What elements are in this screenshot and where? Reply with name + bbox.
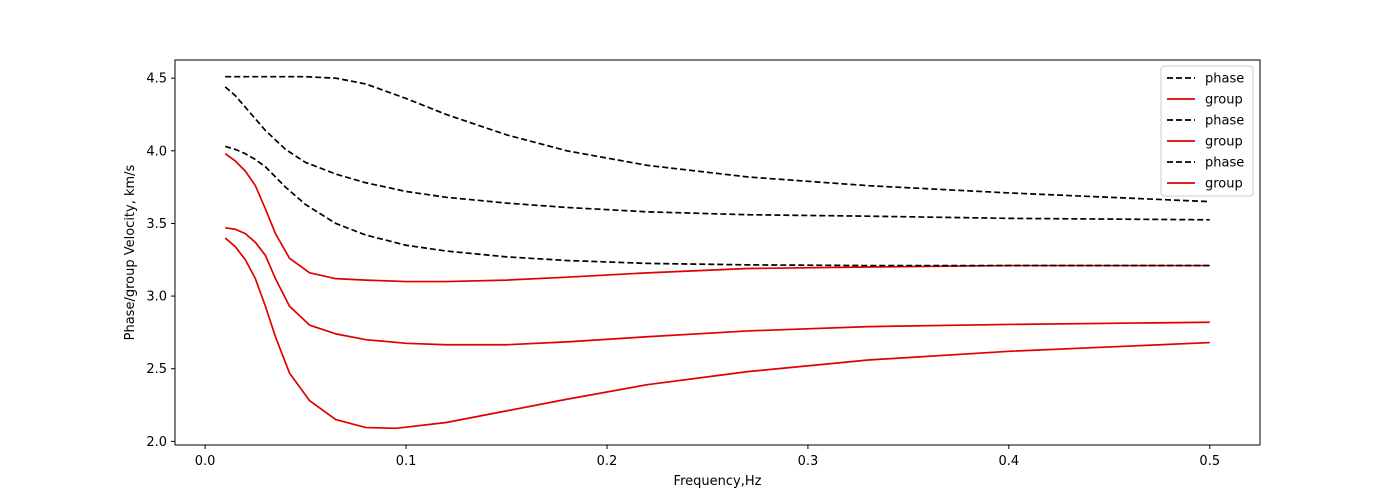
y-axis-label: Phase/group Velocity, km/s: [123, 164, 138, 340]
y-axis: 2.0 2.5 3.0 3.5 4.0 4.5: [146, 72, 175, 450]
series-line-3-phase: [224, 86, 1210, 221]
series-line-2-group: [224, 153, 1210, 283]
x-axis: 0.0 0.1 0.2 0.3 0.4 0.5: [195, 445, 1220, 469]
y-tick-label: 4.0: [146, 144, 167, 159]
series-layer: [224, 75, 1210, 430]
series-line-6-group: [224, 237, 1210, 430]
legend-label: phase: [1205, 114, 1244, 129]
y-tick-label: 3.5: [146, 217, 167, 232]
x-tick-label: 0.3: [798, 454, 819, 469]
legend-label: group: [1205, 135, 1243, 150]
legend-label: phase: [1205, 156, 1244, 171]
legend-label: group: [1205, 93, 1243, 108]
series-line-5-phase: [224, 145, 1210, 267]
series-line-4-group: [225, 226, 1210, 346]
y-tick-label: 4.5: [146, 72, 167, 87]
y-tick-label: 2.0: [146, 435, 167, 450]
legend-label: group: [1205, 177, 1243, 192]
legend-label: phase: [1205, 72, 1244, 87]
x-axis-label: Frequency,Hz: [674, 474, 762, 489]
y-tick-label: 2.5: [146, 362, 167, 377]
y-tick-label: 3.0: [146, 290, 167, 305]
x-tick-label: 0.2: [597, 454, 618, 469]
x-tick-label: 0.5: [1199, 454, 1220, 469]
x-tick-label: 0.1: [396, 454, 417, 469]
plot-frame: [174, 59, 1261, 446]
x-tick-label: 0.4: [998, 454, 1019, 469]
series-line-1-phase: [225, 75, 1210, 203]
legend: phase group phase group phase group: [1160, 65, 1254, 197]
x-tick-label: 0.0: [195, 454, 216, 469]
